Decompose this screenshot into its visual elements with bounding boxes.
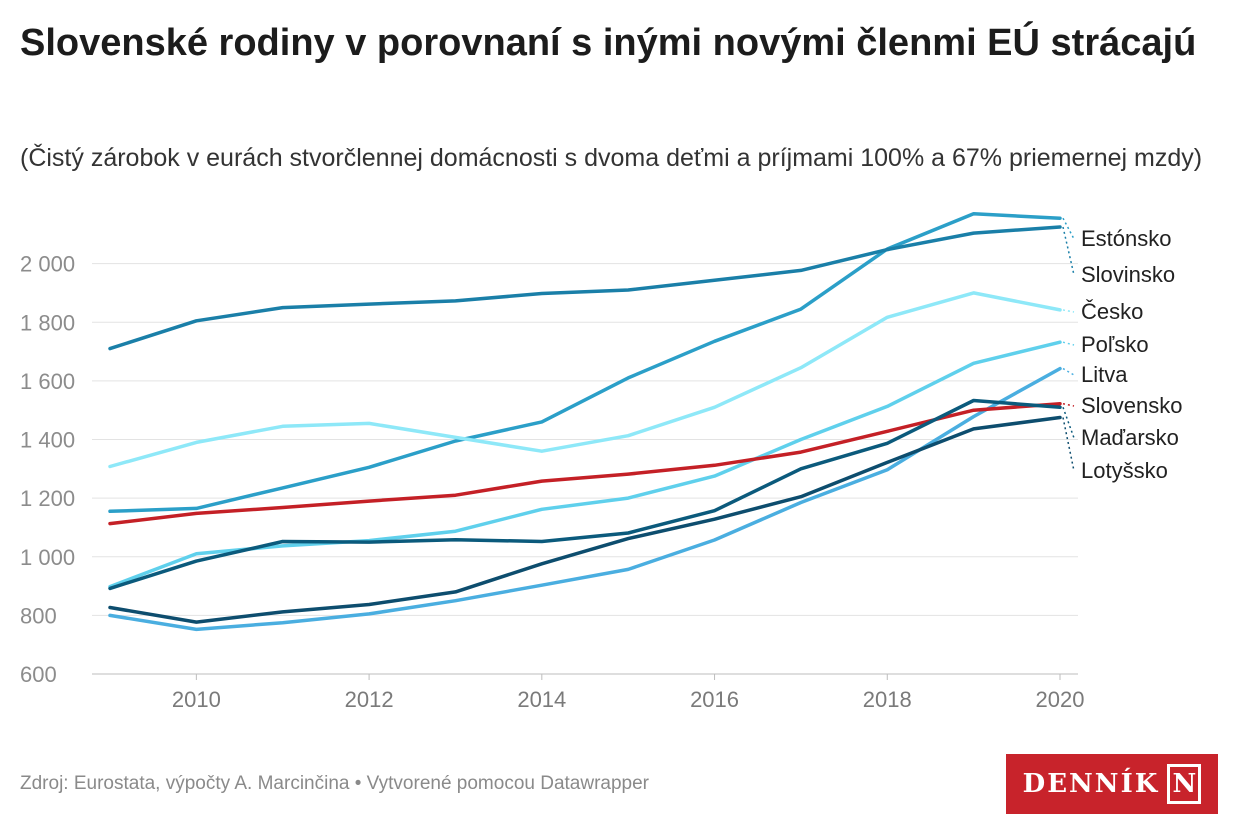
- y-tick-label: 2 000: [20, 252, 75, 277]
- series-line-poľsko: [108, 340, 1062, 589]
- label-connector: [1062, 309, 1075, 313]
- gridlines: [92, 263, 1078, 675]
- y-tick-label: 800: [20, 603, 57, 628]
- line-chart: 600 800 1 000 1 200 1 400 1 600 1 800 2 000 201…: [20, 212, 1183, 712]
- series-label: Poľsko: [1081, 332, 1149, 357]
- x-tick-label: 2016: [690, 687, 739, 712]
- series-line-slovinsko: [108, 225, 1062, 351]
- label-connector: [1062, 367, 1075, 376]
- series-line-slovensko: [108, 401, 1062, 526]
- source-note: Zdroj: Eurostata, výpočty A. Marcinčina …: [20, 773, 650, 794]
- series-line-lotyšsko: [108, 415, 1062, 624]
- series-line-česko: [108, 291, 1062, 469]
- x-tick-label: 2012: [345, 687, 394, 712]
- label-connector: [1062, 217, 1075, 240]
- logo-n-box: N: [1167, 764, 1202, 804]
- y-axis-ticks: 600 800 1 000 1 200 1 400 1 600 1 800 2 000: [20, 252, 75, 687]
- y-tick-label: 600: [20, 662, 57, 687]
- series-line-estónsko: [108, 212, 1062, 514]
- label-connector: [1062, 417, 1075, 472]
- series-label: Maďarsko: [1081, 425, 1179, 450]
- x-tick-label: 2010: [172, 687, 221, 712]
- series-label: Estónsko: [1081, 226, 1172, 251]
- x-axis-ticks: 2010 2012 2014 2016 2018 2020: [172, 674, 1085, 712]
- x-tick-label: 2020: [1036, 687, 1085, 712]
- series-label: Česko: [1081, 299, 1143, 324]
- series-label: Slovensko: [1081, 393, 1183, 418]
- x-tick-label: 2018: [863, 687, 912, 712]
- chart-title: Slovenské rodiny v porovnaní s inými nov…: [20, 22, 1197, 64]
- label-connector: [1062, 341, 1075, 346]
- logo-text: DENNÍK: [1022, 769, 1160, 799]
- y-tick-label: 1 400: [20, 428, 75, 453]
- label-connector: [1062, 403, 1075, 407]
- series-lines: [108, 212, 1062, 632]
- logo-n-mark: N: [1172, 769, 1197, 799]
- y-tick-label: 1 200: [20, 486, 75, 511]
- series-line-litva: [108, 366, 1062, 632]
- y-tick-label: 1 800: [20, 310, 75, 335]
- label-connector: [1062, 407, 1075, 439]
- series-label: Litva: [1081, 362, 1128, 387]
- series-label: Lotyšsko: [1081, 458, 1168, 483]
- series-labels: Estónsko Slovinsko Česko Poľsko Litva Slovens…: [1062, 217, 1183, 483]
- dennik-n-logo[interactable]: DENNÍK N: [1006, 754, 1218, 814]
- label-connector: [1062, 226, 1075, 276]
- chart-subtitle: (Čistý zárobok v eurách stvorčlennej dom…: [20, 144, 1203, 172]
- y-tick-label: 1 600: [20, 369, 75, 394]
- x-tick-label: 2014: [517, 687, 566, 712]
- series-line-maďarsko: [108, 398, 1062, 591]
- y-tick-label: 1 000: [20, 545, 75, 570]
- series-label: Slovinsko: [1081, 262, 1175, 287]
